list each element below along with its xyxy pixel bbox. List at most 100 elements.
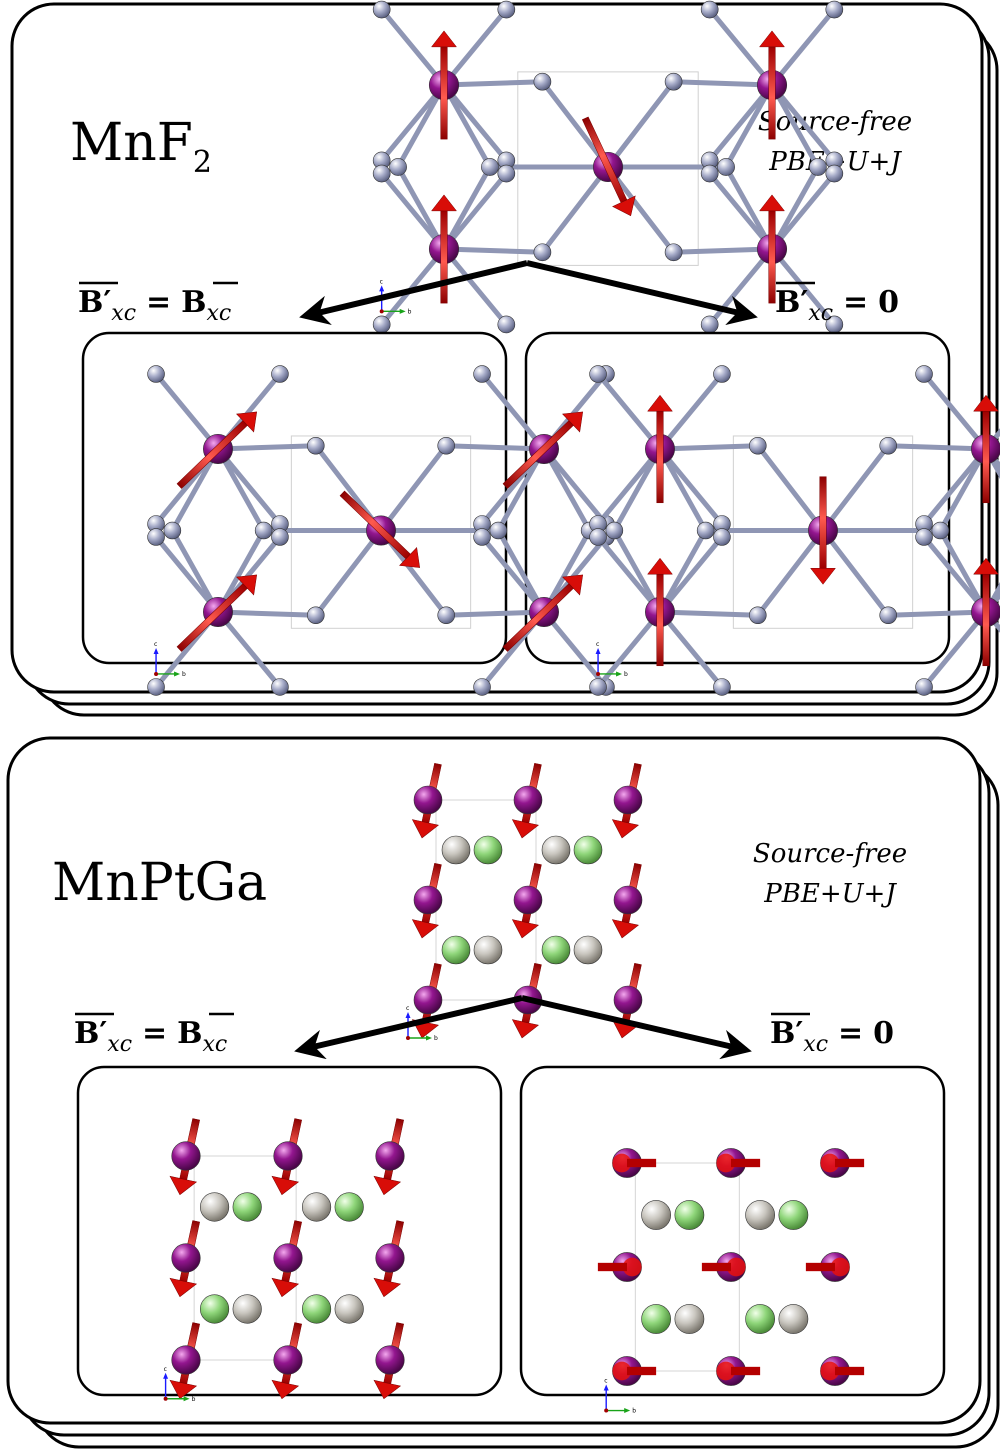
crystal-left: cb [163,1118,405,1403]
fluorine-atom [696,521,715,540]
moment-arrow-head [431,30,457,48]
moment-arrow-head [169,1379,198,1400]
bond [769,82,821,170]
bond [983,581,1000,615]
fluorine-atom [271,365,289,383]
panel-mnptga: MnPtGa Source-free PBE+U+J cb B′xc = Bxc B… [6,736,1000,1449]
bond [707,246,775,327]
bond [153,371,221,452]
bond [605,164,677,255]
moment-arrow-head [411,919,439,939]
branch-arrow-right [526,260,758,326]
moment-arrow-head [373,1277,402,1298]
bond [441,246,509,327]
bond [595,446,663,527]
ga-atom [334,1192,364,1222]
fluorine-atom [825,0,844,19]
moment-arrow-shaft [731,1366,761,1376]
ga-atom [674,1200,705,1230]
pt-atom [334,1294,364,1324]
fluorine-atom [589,678,607,696]
bond [215,443,319,452]
ga-atom [232,1192,262,1222]
bond [657,534,725,615]
bond [769,164,821,252]
fluorine-atom [700,164,719,183]
fluorine-atom [700,0,719,19]
fluorine-atom [497,0,516,19]
crystal-right: cb [589,365,1000,696]
bond [441,164,493,252]
method-line1: Source-free [758,107,912,137]
moment-arrow-head [562,411,584,433]
pt-atom [778,1304,809,1334]
bond [441,82,509,163]
crystal-right: cb [597,1148,865,1415]
crystal-top: cb [405,762,643,1042]
fluorine-atom [931,521,950,540]
moment-arrow-head [236,411,258,433]
fluorine-atom [589,528,607,546]
crystal-top: cb [372,0,844,334]
branch-arrow-left [294,995,523,1060]
fluorine-atom [825,164,844,183]
bond [707,7,775,88]
bond [707,82,775,163]
moment-arrow-head [411,819,439,839]
mn-atom [413,785,443,815]
bond [707,171,775,252]
axis-c-head [153,647,159,654]
axis-b-head [183,1396,190,1402]
moment-arrow-shaft [656,410,664,504]
fluorine-atom [713,528,731,546]
axis-origin [154,671,159,676]
bond [169,528,221,615]
moment-arrow-shaft [982,410,990,504]
axis-label-b: b [192,1396,196,1403]
fluorine-atom [533,72,552,91]
bond [443,443,547,452]
fluorine-atom [879,436,897,455]
fluorine-atom [437,436,455,455]
ga-atom [541,935,571,965]
moment-arrow-shaft [768,46,776,140]
axis-label-b: b [624,671,628,678]
moment-arrow-shaft [731,1158,761,1168]
bond [539,164,611,255]
fluorine-atom [915,678,933,696]
mn-atom [413,885,443,915]
moment-arrow-head [373,1379,402,1400]
moment-arrow-head [399,547,421,568]
bond [541,609,609,690]
fluorine-atom [147,365,165,383]
bond [215,446,283,527]
moment-arrow [647,557,673,667]
moment-arrow-shaft [835,1158,865,1168]
fluorine-atom [915,365,933,383]
fluorine-atom [147,528,165,546]
bond [885,443,989,452]
bond [755,528,826,618]
moment-arrow [647,394,673,504]
axis-label-c: c [604,1378,607,1385]
axis-origin [604,1408,609,1413]
mn-atom [413,985,443,1015]
ga-atom [641,1304,671,1334]
ga-atom [745,1304,775,1334]
mn-atom [273,1243,303,1273]
axis-origin [379,309,384,314]
panel-mnf2: MnF2 Source-free PBE+U+J cb B′xc=Bxc B′x… [10,0,1000,717]
bond [983,591,1000,615]
moment-arrow-head [611,819,639,839]
moment-arrow-shaft [805,1262,835,1272]
bond [541,446,609,527]
bond [820,443,891,533]
bond [539,79,611,170]
moment-arrow-shaft [701,1262,731,1272]
bond [169,446,221,533]
mn-atom [375,1345,405,1375]
pt-atom [641,1200,671,1230]
bond [657,443,761,452]
moment-arrow-head [511,919,539,939]
